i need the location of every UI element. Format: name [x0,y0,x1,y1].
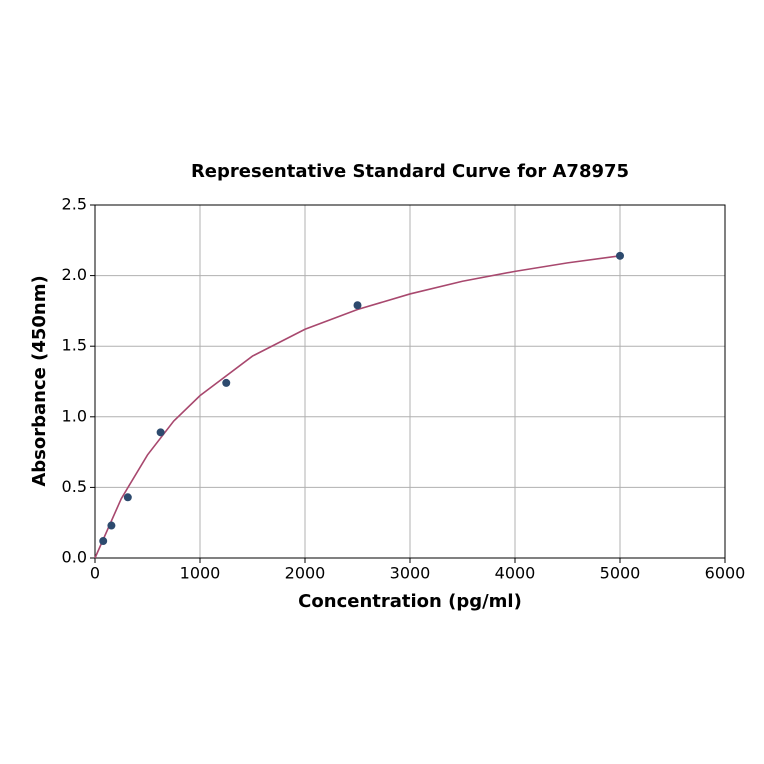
x-tick-label: 3000 [390,564,431,583]
data-point [156,428,165,437]
data-point [107,521,116,530]
y-tick-label: 0.0 [62,548,87,567]
y-tick-label: 1.5 [62,336,87,355]
y-tick-label: 1.0 [62,406,87,425]
x-tick-label: 6000 [705,564,746,583]
x-axis-label: Concentration (pg/ml) [298,591,522,612]
y-tick-label: 2.0 [62,265,87,284]
fit-curve [94,255,621,559]
x-tick-label: 4000 [495,564,536,583]
data-point [99,537,108,546]
x-tick-label: 0 [90,564,100,583]
plot-frame [94,204,726,559]
data-point [353,301,362,310]
y-axis-label: Absorbance (450nm) [29,275,50,486]
chart-title: Representative Standard Curve for A78975 [191,161,629,182]
x-tick-label: 1000 [180,564,221,583]
y-tick-label: 2.5 [62,195,87,214]
x-tick-label: 2000 [285,564,326,583]
data-point [222,378,231,387]
x-tick-label: 5000 [600,564,641,583]
data-point [123,493,132,502]
data-point [616,251,624,260]
y-tick-label: 0.5 [62,477,87,496]
